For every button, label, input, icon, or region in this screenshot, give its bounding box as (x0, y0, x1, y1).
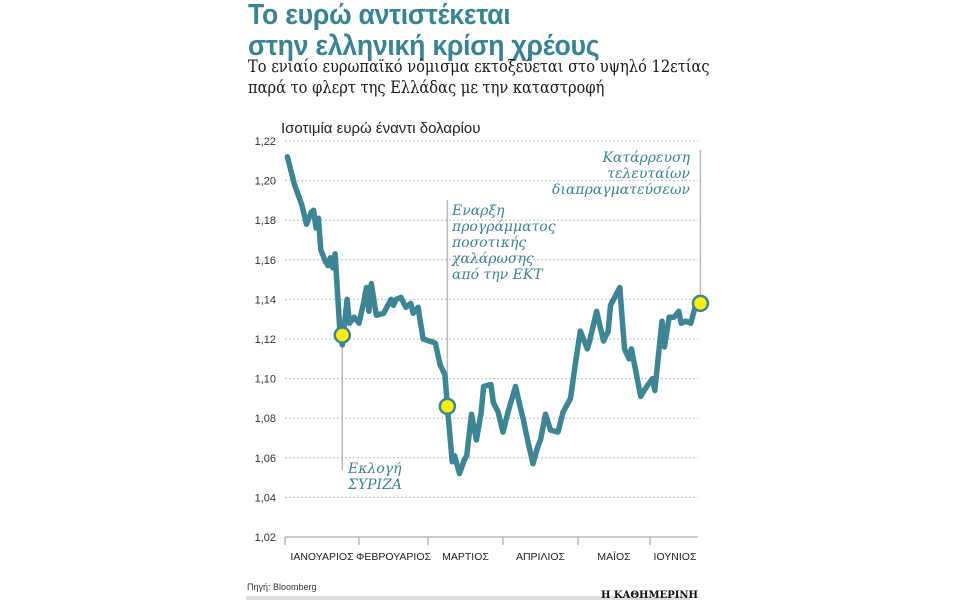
annotation-label: διαπραγματεύσεων (552, 182, 690, 198)
x-tick-label: ΙΑΝΟΥΑΡΙΟΣ (290, 551, 354, 563)
annotation-label: από την ΕΚΤ (452, 267, 544, 283)
x-tick-label: ΜΑΪΟΣ (597, 551, 631, 563)
x-tick-label: ΙΟΥΝΙΟΣ (654, 551, 697, 563)
event-marker (333, 326, 352, 344)
title-line-2: στην ελληνική κρίση χρέους (248, 30, 600, 62)
footer-bar (246, 596, 690, 600)
brand-logo: Η ΚΑΘΗΜΕΡΙΝΗ (601, 590, 698, 600)
y-tick-label: 1,20 (255, 176, 276, 188)
x-tick-label: ΑΠΡΙΛΙΟΣ (516, 551, 566, 563)
title-line-1: Το ευρώ αντιστέκεται (248, 0, 511, 31)
subtitle: Το ενιαίο ευρωπαϊκό νόμισμα εκτοξεύεται … (248, 57, 710, 99)
subtitle-line-2: παρά το φλερτ της Ελλάδας με την καταστρ… (248, 78, 605, 98)
annotation-label: Εναρξη (451, 203, 505, 219)
x-tick-label: ΜΑΡΤΙΟΣ (442, 551, 489, 563)
annotation-label: χαλάρωσης (451, 251, 534, 267)
source-label: Πηγή: Bloomberg (247, 582, 317, 592)
y-tick-label: 1,04 (255, 492, 276, 504)
y-tick-label: 1,10 (255, 374, 276, 386)
y-tick-label: 1,08 (255, 413, 276, 425)
y-tick-label: 1,16 (255, 255, 276, 267)
y-tick-label: 1,18 (255, 215, 276, 227)
page-title: Το ευρώ αντιστέκεται στην ελληνική κρίση… (248, 0, 600, 62)
event-marker (691, 294, 710, 313)
y-tick-label: 1,06 (255, 453, 276, 465)
x-tick-label: ΦΕΒΡΟΥΑΡΙΟΣ (356, 551, 432, 563)
annotation-label: ΣΥΡΙΖΑ (347, 477, 402, 493)
subtitle-line-1: Το ενιαίο ευρωπαϊκό νόμισμα εκτοξεύεται … (248, 57, 710, 77)
event-marker (438, 397, 457, 416)
annotation-label: Εκλογή (347, 461, 402, 477)
y-tick-label: 1,14 (255, 294, 276, 306)
annotation-label: προγράμματος (451, 219, 556, 235)
y-tick-label: 1,02 (255, 532, 276, 544)
y-tick-label: 1,22 (255, 136, 276, 148)
annotation-label: ποσοτικής (451, 235, 526, 251)
annotation-label: τελευταίων (607, 165, 690, 182)
chart-title: Ισοτιμία ευρώ έναντι δολαρίου (281, 120, 480, 137)
y-tick-label: 1,12 (255, 334, 276, 346)
annotation-label: Κατάρρευση (601, 150, 690, 166)
